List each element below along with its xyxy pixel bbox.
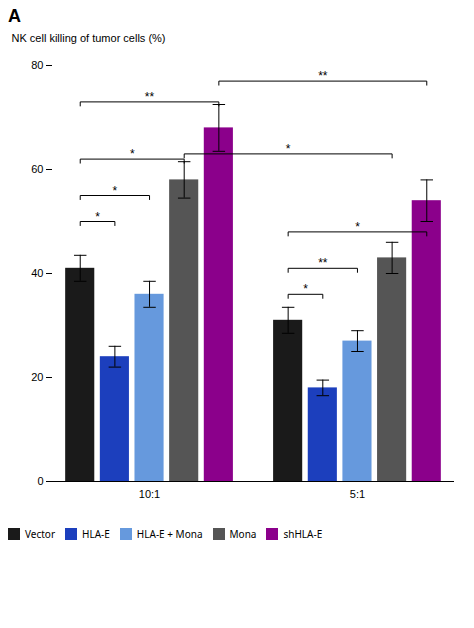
svg-text:10:1: 10:1 <box>139 488 160 500</box>
svg-text:*: * <box>355 220 360 234</box>
svg-text:0: 0 <box>37 475 43 487</box>
svg-text:*: * <box>130 147 135 161</box>
svg-text:*: * <box>286 142 291 156</box>
html-text:shHLA-E: shHLA-E <box>283 526 323 541</box>
svg-text:*: * <box>113 184 118 198</box>
html-text:A: A <box>8 6 21 26</box>
svg-text:40: 40 <box>31 267 43 279</box>
svg-text:*: * <box>95 210 100 224</box>
svg-text:20: 20 <box>31 371 43 383</box>
svg-text:80: 80 <box>31 59 43 71</box>
svg-text:60: 60 <box>31 163 43 175</box>
svg-text:**: ** <box>145 90 155 104</box>
html-text:Mona: Mona <box>229 526 257 541</box>
svg-text:NK cell killing of tumor cells: NK cell killing of tumor cells (%) <box>12 32 166 44</box>
svg-text:5:1: 5:1 <box>350 488 365 500</box>
svg-text:**: ** <box>318 256 328 270</box>
html-text:HLA-E + Mona: HLA-E + Mona <box>136 526 203 541</box>
svg-text:**: ** <box>318 69 328 83</box>
svg-text:*: * <box>303 282 308 296</box>
html-text:HLA-E: HLA-E <box>82 526 110 541</box>
html-text:Vector: Vector <box>25 526 55 541</box>
